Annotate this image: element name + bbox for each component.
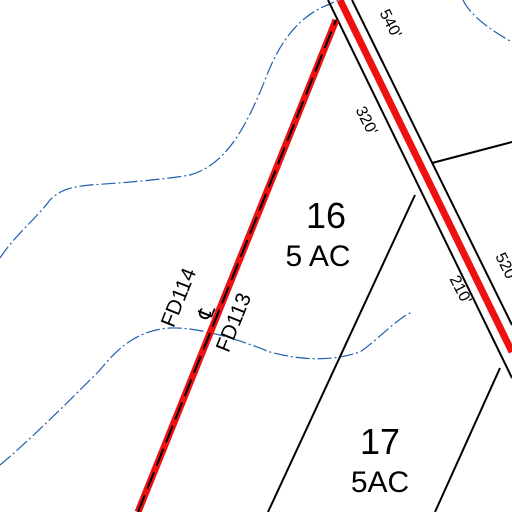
road-edge-left [327, 0, 512, 379]
parcel-line-16-north [431, 141, 512, 164]
contour-lines [0, 0, 512, 466]
district-boundary-red-upper [336, 0, 512, 354]
contour-line-top-right [462, 0, 512, 43]
parcel-17-acreage: 5AC [351, 466, 409, 499]
contour-line-upper [0, 0, 339, 259]
fire-district-boundary [134, 0, 512, 512]
parcel-boundaries [267, 0, 512, 512]
dimension-label-320: 320' [352, 104, 381, 138]
parcel-16-number: 16 [306, 195, 346, 236]
parcel-17-number: 17 [360, 421, 400, 462]
parcel-line-16-17 [267, 194, 416, 512]
district-boundary-dashed-centerline [137, 19, 337, 512]
parcel-line-17-east [434, 367, 501, 512]
dimension-label-210: 210' [446, 273, 475, 307]
district-label-fd113: FD113 [212, 290, 256, 356]
parcel-16-acreage: 5 AC [285, 240, 350, 273]
dimension-label-520: 520 [491, 250, 512, 282]
dimension-label-540: 540' [376, 7, 405, 41]
district-label-fd114: FD114 [157, 264, 201, 330]
